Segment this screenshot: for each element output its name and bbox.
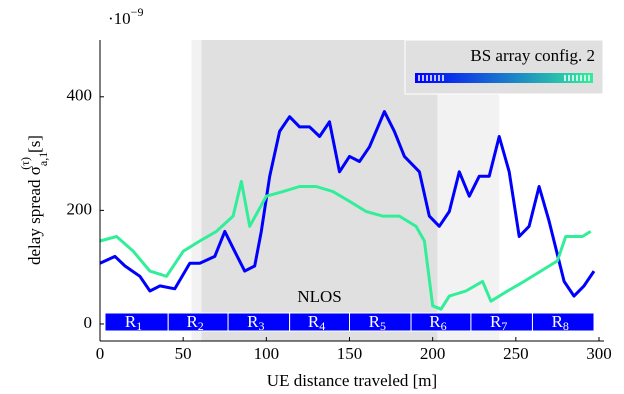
- route-label-sub: 7: [501, 319, 507, 333]
- y-label-sub: a,1: [36, 152, 50, 166]
- route-label: R1: [125, 312, 142, 333]
- y-exponent-power: −9: [131, 5, 144, 19]
- series-line: [99, 110, 596, 298]
- series-line: [99, 179, 592, 311]
- shaded-region: [191, 40, 202, 341]
- region-label: NLOS: [297, 287, 341, 306]
- route-label: R4: [308, 312, 325, 333]
- route-label-main: R: [308, 312, 320, 331]
- y-label-unit: [s]: [25, 135, 44, 153]
- legend-colorbar: [415, 73, 593, 83]
- route-label-main: R: [429, 312, 441, 331]
- route-label-sub: 1: [136, 319, 142, 333]
- route-label-sub: 8: [563, 319, 569, 333]
- route-label-sub: 5: [380, 319, 386, 333]
- x-tick-label: 250: [503, 344, 529, 363]
- y-axis-label: delay spread σa,1 (τ) [s]: [18, 135, 50, 265]
- x-tick-label: 150: [337, 344, 363, 363]
- route-label: R5: [369, 312, 386, 333]
- legend-title: BS array config. 2: [470, 46, 595, 65]
- x-tick-label: 0: [96, 344, 105, 363]
- x-axis-label: UE distance traveled [m]: [267, 371, 437, 390]
- x-tick-label: 300: [586, 344, 612, 363]
- route-label-main: R: [247, 312, 259, 331]
- y-exponent: ·10−9: [108, 5, 143, 28]
- y-tick-label: 400: [67, 86, 93, 105]
- route-label-sub: 6: [441, 319, 447, 333]
- route-label-sub: 2: [198, 319, 204, 333]
- x-tick-label: 50: [175, 344, 192, 363]
- route-label: R3: [247, 312, 264, 333]
- y-label-sup: (τ): [18, 157, 32, 170]
- legend-box: [404, 39, 604, 95]
- route-label-main: R: [552, 312, 564, 331]
- route-label-main: R: [490, 312, 502, 331]
- shaded-region: [201, 40, 438, 341]
- route-label: R8: [552, 312, 569, 333]
- y-tick-label: 200: [67, 199, 93, 218]
- route-label-main: R: [369, 312, 381, 331]
- route-label: R7: [490, 312, 507, 333]
- route-label-main: R: [186, 312, 198, 331]
- y-tick-label: 0: [84, 313, 93, 332]
- route-segment: [531, 312, 595, 332]
- route-label: R6: [429, 312, 446, 333]
- route-label: R2: [186, 312, 203, 333]
- x-tick-label: 100: [254, 344, 280, 363]
- route-label-sub: 4: [319, 319, 325, 333]
- y-exponent-base: ·10: [108, 9, 131, 28]
- route-label-sub: 3: [259, 319, 265, 333]
- route-label-main: R: [125, 312, 137, 331]
- x-tick-label: 200: [420, 344, 446, 363]
- y-label-main: delay spread σ: [25, 166, 44, 265]
